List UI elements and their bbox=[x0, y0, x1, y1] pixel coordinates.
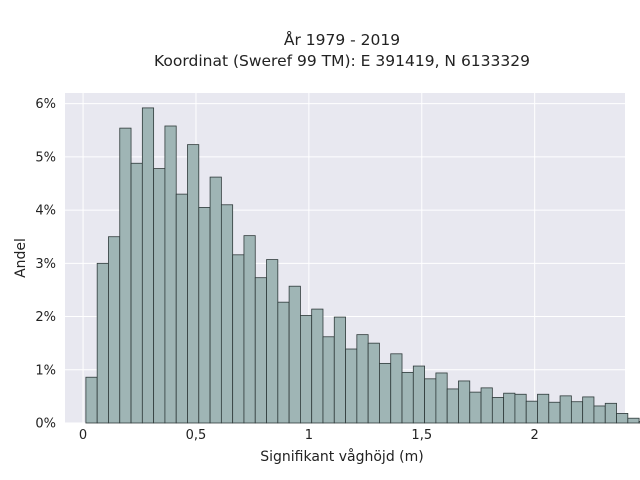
histogram-bar bbox=[141, 107, 155, 424]
histogram-bar bbox=[446, 388, 459, 424]
histogram-bar bbox=[514, 393, 527, 424]
y-tick-label: 5% bbox=[35, 150, 56, 165]
histogram-bar bbox=[288, 285, 301, 424]
x-tick-label: 1 bbox=[305, 428, 313, 443]
histogram-bar bbox=[401, 372, 414, 424]
y-axis-title: Andel bbox=[13, 238, 29, 278]
x-axis-ticks: 0 0,5 1 1,5 2 bbox=[79, 428, 539, 443]
x-tick-label: 0 bbox=[79, 428, 87, 443]
histogram-bar bbox=[175, 193, 188, 424]
histogram-bar bbox=[243, 235, 256, 424]
histogram-bar bbox=[333, 316, 346, 424]
histogram-bar bbox=[593, 405, 606, 424]
histogram-bar bbox=[198, 207, 211, 424]
histogram-bar bbox=[548, 401, 561, 424]
histogram-bar bbox=[458, 380, 471, 424]
histogram-bar bbox=[311, 308, 324, 424]
histogram-bar bbox=[96, 262, 109, 424]
histogram-bar bbox=[525, 400, 538, 424]
histogram-bar bbox=[209, 176, 222, 424]
histogram-bar bbox=[412, 365, 425, 424]
x-tick-label: 1,5 bbox=[411, 428, 432, 443]
y-tick-label: 0% bbox=[35, 417, 56, 432]
histogram-bar bbox=[187, 144, 200, 424]
histogram-bar bbox=[627, 417, 640, 424]
histogram-bar bbox=[559, 395, 572, 424]
histogram-bar bbox=[424, 378, 437, 424]
y-axis-ticks: 0% 1% 2% 3% 4% 5% 6% bbox=[35, 97, 56, 431]
histogram-bar bbox=[367, 342, 380, 424]
histogram-bar bbox=[469, 391, 482, 424]
histogram-bar bbox=[85, 376, 98, 424]
histogram-bar bbox=[480, 387, 493, 424]
histogram-bar bbox=[345, 348, 358, 424]
chart-title: År 1979 - 2019 bbox=[284, 30, 400, 49]
histogram-bar bbox=[604, 402, 617, 424]
y-tick-label: 4% bbox=[35, 204, 56, 219]
histogram-bar bbox=[108, 236, 121, 424]
histogram-bar bbox=[130, 162, 143, 424]
histogram-bar bbox=[254, 277, 267, 424]
x-tick-label: 2 bbox=[531, 428, 539, 443]
histogram-bar bbox=[277, 301, 290, 424]
y-tick-label: 1% bbox=[35, 363, 56, 378]
histogram-bar bbox=[356, 334, 369, 424]
histogram-bar bbox=[537, 393, 550, 424]
histogram-bar bbox=[153, 168, 166, 424]
histogram-bar bbox=[266, 259, 279, 424]
histogram-bar bbox=[220, 204, 234, 424]
y-tick-label: 3% bbox=[35, 257, 56, 272]
histogram-bar bbox=[379, 362, 392, 424]
histogram-bar bbox=[119, 127, 132, 424]
histogram-bar bbox=[491, 397, 505, 424]
histogram-bar bbox=[300, 315, 313, 424]
histogram-bar bbox=[503, 392, 516, 424]
histogram-bar bbox=[390, 353, 403, 424]
x-axis-title: Signifikant våghöjd (m) bbox=[260, 448, 423, 465]
histogram-bar bbox=[616, 413, 629, 424]
chart-subtitle: Koordinat (Sweref 99 TM): E 391419, N 61… bbox=[154, 52, 530, 70]
histogram-bar bbox=[570, 401, 584, 424]
y-tick-label: 6% bbox=[35, 97, 56, 112]
histogram-bar bbox=[322, 336, 335, 424]
histogram-bar bbox=[435, 372, 448, 424]
histogram-bar bbox=[582, 396, 595, 424]
histogram-bar bbox=[232, 254, 245, 424]
histogram-bars bbox=[85, 107, 640, 424]
y-tick-label: 2% bbox=[35, 310, 56, 325]
histogram-bar bbox=[164, 125, 177, 424]
x-tick-label: 0,5 bbox=[186, 428, 207, 443]
